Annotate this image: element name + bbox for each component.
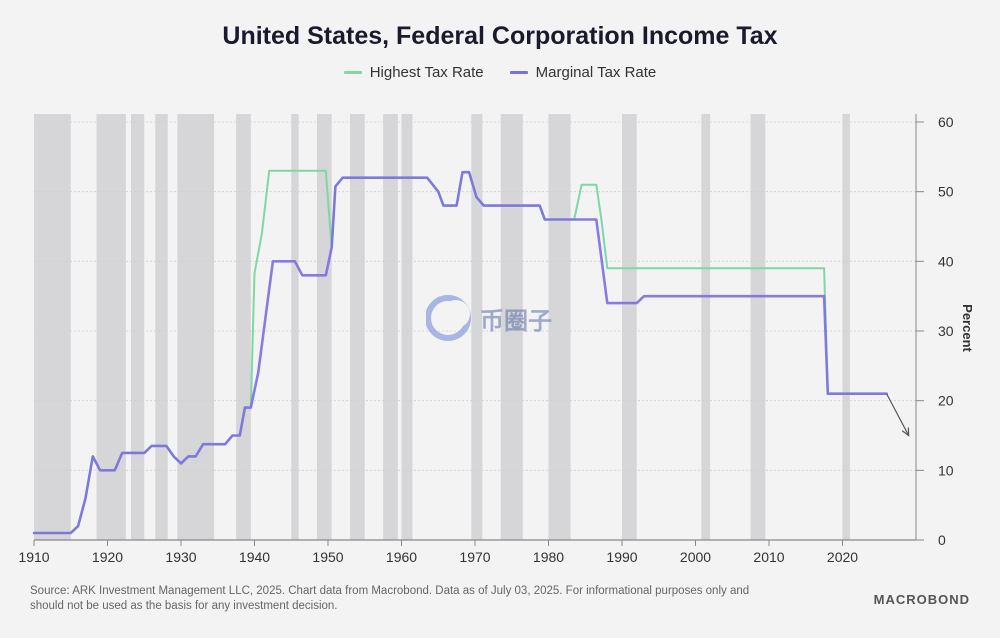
x-axis-ticks: 1910 1920 1930 1940 1950 1960 1970 1980 1990 2000… (18, 540, 858, 565)
x-tick-label-2000: 2000 (680, 549, 711, 565)
source-line-2: should not be used as the basis for any … (30, 600, 338, 612)
recession-band-7 (316, 114, 332, 540)
recession-band-1 (96, 114, 126, 540)
projection-arrow-line (886, 393, 910, 436)
legend-item-highest[interactable]: Highest Tax Rate (343, 64, 484, 81)
x-tick-label-1970: 1970 (459, 549, 490, 565)
source-line-1: Source: ARK Investment Management LLC, 2… (30, 585, 750, 597)
y-tick-label-50: 50 (938, 184, 954, 200)
recession-band-2 (131, 114, 145, 540)
recession-band-3 (155, 114, 168, 540)
watermark-text: 币圈子 (480, 307, 552, 335)
recession-band-4 (177, 114, 215, 540)
x-tick-label-1930: 1930 (165, 549, 196, 565)
y-tick-label-60: 60 (938, 114, 954, 130)
x-tick-label-1960: 1960 (386, 549, 417, 565)
legend-swatch-marginal (509, 71, 528, 74)
legend-label-highest: Highest Tax Rate (369, 64, 484, 81)
recession-band-14 (622, 114, 637, 540)
y-tick-label-40: 40 (938, 253, 954, 269)
source-note: Source: ARK Investment Management LLC, 2… (30, 584, 870, 614)
x-tick-label-1990: 1990 (606, 549, 637, 565)
recession-band-6 (291, 114, 299, 540)
y-tick-label-30: 30 (938, 323, 954, 339)
x-tick-label-2010: 2010 (753, 549, 784, 565)
legend-label-marginal: Marginal Tax Rate (535, 64, 657, 81)
recession-band-0 (34, 114, 71, 540)
series-lines (32, 169, 910, 535)
macrobond-logo: MACROBOND (873, 592, 970, 607)
recession-band-12 (500, 114, 523, 540)
crescent-logo-icon (426, 295, 471, 341)
chart-title: United States, Federal Corporation Incom… (222, 22, 778, 50)
x-tick-label-1910: 1910 (18, 549, 49, 565)
recession-band-16 (750, 114, 766, 540)
recession-bands (34, 114, 850, 540)
recession-band-10 (401, 114, 413, 540)
x-tick-label-1940: 1940 (239, 549, 270, 565)
projection-arrow-head (901, 427, 910, 437)
watermark: 币圈子 (426, 290, 552, 346)
legend-swatch-highest (343, 71, 362, 74)
recession-band-5 (236, 114, 251, 540)
chart-legend: Highest Tax Rate Marginal Tax Rate (0, 64, 1000, 81)
x-tick-label-2020: 2020 (827, 549, 858, 565)
recession-band-9 (383, 114, 398, 540)
series-line-marginal-tax-rate (32, 170, 888, 535)
recession-band-17 (842, 114, 850, 540)
y-tick-label-20: 20 (938, 393, 954, 409)
x-tick-label-1920: 1920 (92, 549, 123, 565)
x-tick-label-1950: 1950 (312, 549, 343, 565)
recession-band-11 (471, 114, 483, 540)
legend-item-marginal[interactable]: Marginal Tax Rate (509, 64, 657, 81)
recession-band-8 (350, 114, 365, 540)
x-tick-label-1980: 1980 (533, 549, 564, 565)
y-tick-label-0: 0 (938, 532, 946, 548)
y-tick-label-10: 10 (938, 462, 954, 478)
y-axis-label: Percent (960, 304, 975, 352)
y-axis-ticks: 0 10 20 30 40 50 60 (915, 114, 954, 548)
recession-band-15 (701, 114, 711, 540)
